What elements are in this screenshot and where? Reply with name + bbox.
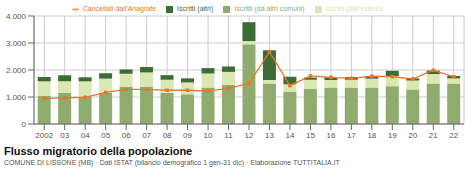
svg-text:16: 16 bbox=[326, 131, 335, 140]
svg-text:21: 21 bbox=[429, 131, 438, 140]
svg-text:15: 15 bbox=[306, 131, 315, 140]
html-text:Iscritti (da altri comuni): Iscritti (da altri comuni) bbox=[234, 5, 305, 12]
html-text:Iscritti (dall'estero): Iscritti (dall'estero) bbox=[325, 5, 383, 12]
svg-text:3.000: 3.000 bbox=[8, 39, 27, 48]
svg-text:2002: 2002 bbox=[35, 131, 53, 140]
svg-text:09: 09 bbox=[183, 131, 192, 140]
html-text:Cancellati dall'Anagrafe: Cancellati dall'Anagrafe bbox=[82, 5, 157, 12]
svg-text:11: 11 bbox=[224, 131, 233, 140]
svg-text:13: 13 bbox=[265, 131, 274, 140]
svg-text:12: 12 bbox=[245, 131, 254, 140]
svg-text:20: 20 bbox=[408, 131, 417, 140]
svg-text:05: 05 bbox=[101, 131, 110, 140]
svg-text:0: 0 bbox=[22, 120, 27, 129]
svg-text:04: 04 bbox=[81, 131, 90, 140]
svg-text:10: 10 bbox=[204, 131, 213, 140]
svg-text:22: 22 bbox=[449, 131, 458, 140]
html-text:Flusso migratorio della popola: Flusso migratorio della popolazione bbox=[4, 145, 193, 157]
svg-text:06: 06 bbox=[122, 131, 131, 140]
svg-text:2.000: 2.000 bbox=[8, 66, 27, 75]
svg-text:03: 03 bbox=[60, 131, 69, 140]
html-text:COMUNE DI LISSONE (MB) · Dati: COMUNE DI LISSONE (MB) · Dati ISTAT (bil… bbox=[4, 159, 340, 166]
svg-text:1.000: 1.000 bbox=[8, 93, 27, 102]
svg-text:4.000: 4.000 bbox=[8, 12, 27, 21]
svg-text:18: 18 bbox=[367, 131, 376, 140]
svg-text:17: 17 bbox=[347, 131, 356, 140]
html-text:Iscritti (altri): Iscritti (altri) bbox=[177, 5, 214, 12]
svg-text:14: 14 bbox=[285, 131, 294, 140]
svg-text:07: 07 bbox=[142, 131, 151, 140]
svg-text:19: 19 bbox=[388, 131, 397, 140]
svg-text:08: 08 bbox=[163, 131, 172, 140]
